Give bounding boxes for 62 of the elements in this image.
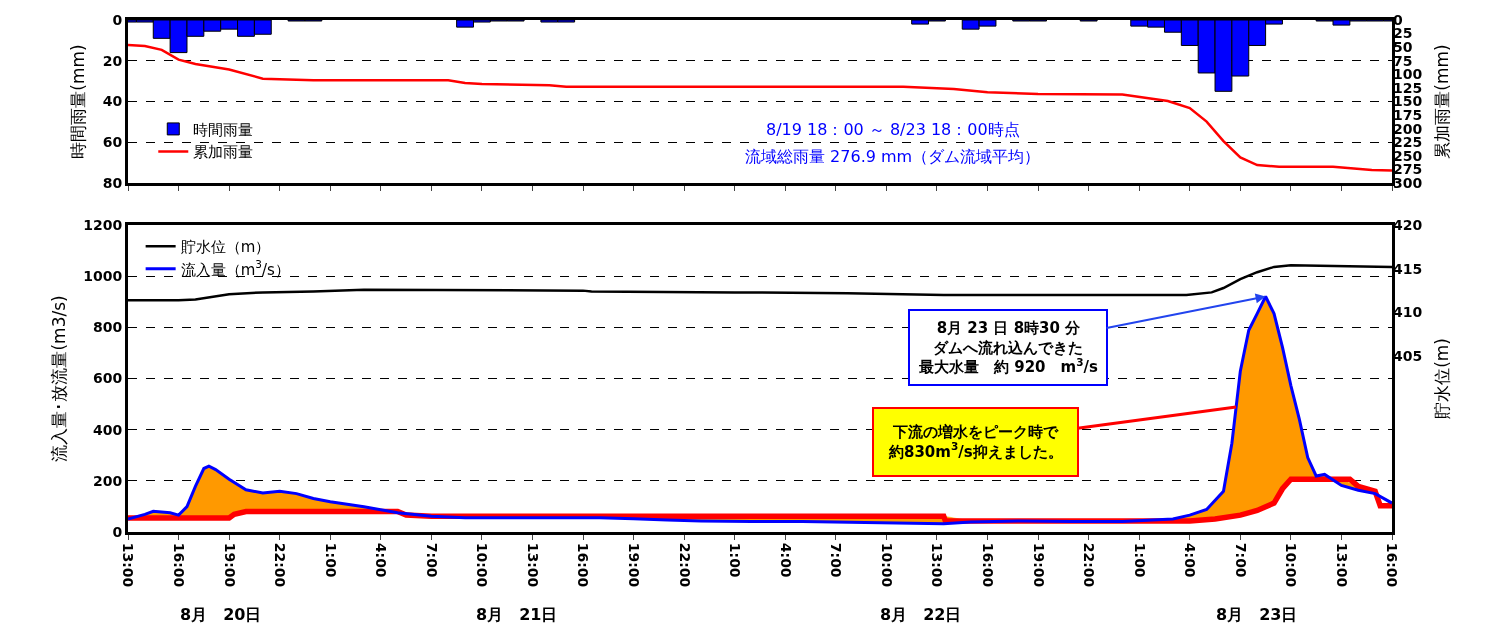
y2-tick-label: 420 xyxy=(1393,216,1423,233)
text: 8月 23日 xyxy=(1216,605,1298,624)
annotation: 下流の増水をピーク時で約830m$^{3}$/s抑えました。 xyxy=(888,423,1063,461)
text: 8月 22日 xyxy=(880,605,962,624)
x-tick-label: 19:00 xyxy=(626,542,643,588)
y2-tick-label: 150 xyxy=(1393,93,1423,110)
y2-tick-label: 200 xyxy=(1393,120,1423,137)
x-tick-label: 16:00 xyxy=(979,542,996,588)
x-tick-label: 13:00 xyxy=(1333,542,1350,588)
y-tick-label: 20 xyxy=(102,52,123,69)
x-tick-label: 13:00 xyxy=(929,542,946,588)
y-tick-label: 400 xyxy=(92,421,123,438)
x-tick-label: 13:00 xyxy=(524,542,541,588)
y-tick-label: 1200 xyxy=(83,216,123,233)
y-tick-label: 0 xyxy=(112,11,123,28)
x-tick-label: 13:00 xyxy=(120,542,137,588)
y-tick-label: 80 xyxy=(102,174,123,191)
x-tick-label: 19:00 xyxy=(221,542,238,588)
x-tick-label: 1:00 xyxy=(727,542,744,578)
x-tick-label: 7:00 xyxy=(1232,542,1249,578)
y2-tick-label: 415 xyxy=(1393,260,1423,277)
y2-axis-title: 貯水位(m) xyxy=(1431,337,1452,419)
y-axis-title: 流入量･放流量(m3/s) xyxy=(48,295,69,462)
y2-tick-label: 175 xyxy=(1393,107,1423,123)
y-axis-title: 時間雨量(mm) xyxy=(68,44,89,159)
x-tick-label: 16:00 xyxy=(171,542,188,588)
y-tick-label: 800 xyxy=(92,319,123,336)
text: 8月 21日 xyxy=(476,605,558,624)
legend-label: 時間雨量 xyxy=(193,120,254,139)
x-tick-label: 16:00 xyxy=(1384,542,1401,588)
y-tick-label: 60 xyxy=(102,134,123,151)
y-tick-label: 0 xyxy=(112,523,123,540)
y2-tick-label: 405 xyxy=(1393,348,1423,365)
y2-axis-title: 累加雨量(mm) xyxy=(1431,44,1452,159)
legend-label: 貯水位（m） xyxy=(180,238,271,257)
x-tick-label: 7:00 xyxy=(423,542,440,578)
x-tick-label: 16:00 xyxy=(575,542,592,588)
y2-tick-label: 410 xyxy=(1393,304,1423,321)
y-tick-label: 40 xyxy=(102,93,123,110)
y2-tick-label: 75 xyxy=(1393,52,1413,69)
annotation: 8月 23 日 8時30 分ダムへ流れ込んできた最大水量 約 920 m$^{3}$/s xyxy=(918,319,1098,376)
x-tick-label: 1:00 xyxy=(322,542,339,578)
annotation: 8/19 18：00 ～ 8/23 18：00時点 xyxy=(766,120,1020,139)
x-tick-label: 4:00 xyxy=(1182,542,1199,578)
x-tick-label: 4:00 xyxy=(373,542,390,578)
x-tick-label: 19:00 xyxy=(1030,542,1047,588)
y-tick-label: 600 xyxy=(92,370,123,387)
y-tick-label: 200 xyxy=(92,472,123,489)
x-tick-label: 10:00 xyxy=(474,542,491,588)
x-tick-label: 10:00 xyxy=(878,542,895,588)
x-tick-label: 1:00 xyxy=(1131,542,1148,578)
annotation: 流域総雨量 276.9 mm（ダム流域平均） xyxy=(745,147,1041,166)
x-tick-label: 22:00 xyxy=(1081,542,1098,588)
text: 8月 20日 xyxy=(180,605,262,624)
x-tick-label: 22:00 xyxy=(272,542,289,588)
x-tick-label: 22:00 xyxy=(676,542,693,588)
x-tick-label: 4:00 xyxy=(777,542,794,578)
y-tick-label: 1000 xyxy=(83,267,123,284)
x-tick-label: 10:00 xyxy=(1283,542,1300,588)
x-tick-label: 7:00 xyxy=(828,542,845,578)
y2-tick-label: 25 xyxy=(1393,25,1413,42)
legend-label: 累加雨量 xyxy=(193,143,254,162)
